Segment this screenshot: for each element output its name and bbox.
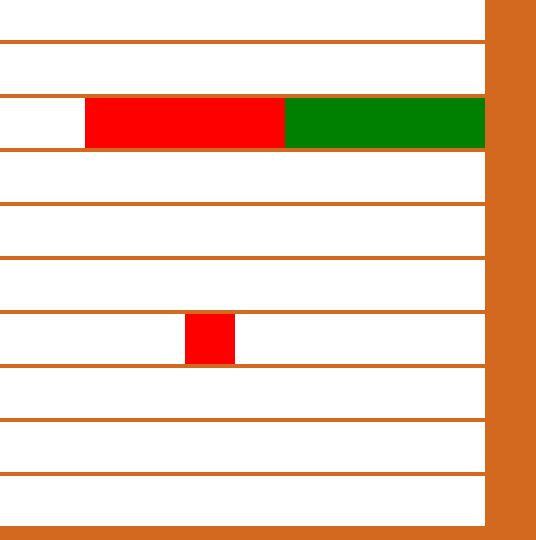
green-block[interactable] — [285, 98, 485, 148]
lane-row — [0, 476, 485, 526]
lane-row — [0, 152, 485, 202]
lane-row — [0, 422, 485, 472]
lane-row — [0, 206, 485, 256]
red-block[interactable] — [185, 314, 235, 364]
lane-row — [0, 314, 485, 364]
lane-row — [0, 44, 485, 94]
lane-row — [0, 368, 485, 418]
playfield — [0, 0, 485, 526]
lane-row — [0, 0, 485, 40]
lane-row — [0, 260, 485, 310]
red-block[interactable] — [85, 98, 285, 148]
